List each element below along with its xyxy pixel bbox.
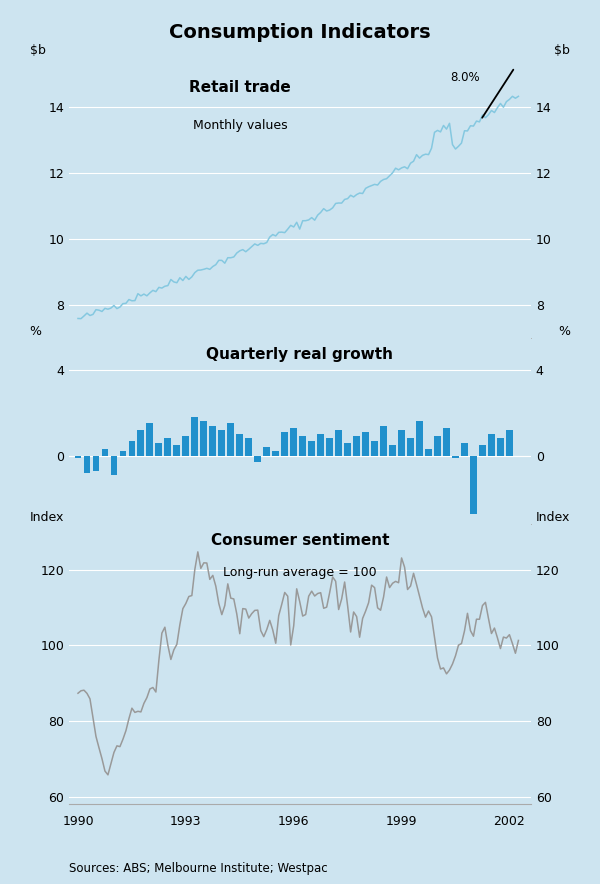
Bar bbox=[137, 430, 145, 455]
Text: Sources: ABS; Melbourne Institute; Westpac: Sources: ABS; Melbourne Institute; Westp… bbox=[69, 862, 328, 875]
Text: %: % bbox=[30, 324, 42, 338]
Bar bbox=[479, 445, 486, 455]
Bar bbox=[425, 449, 432, 455]
Bar bbox=[488, 434, 495, 455]
Bar bbox=[353, 437, 360, 455]
Bar bbox=[200, 422, 207, 455]
Bar bbox=[155, 443, 162, 455]
Bar bbox=[335, 430, 342, 455]
Bar bbox=[263, 447, 270, 455]
Bar bbox=[281, 432, 288, 455]
Bar bbox=[344, 443, 351, 455]
Bar bbox=[227, 423, 234, 455]
Bar bbox=[254, 455, 261, 462]
Bar bbox=[92, 455, 100, 470]
Bar bbox=[299, 437, 306, 455]
Text: %: % bbox=[558, 324, 570, 338]
Bar bbox=[119, 452, 127, 455]
Bar bbox=[218, 430, 225, 455]
Bar bbox=[272, 452, 279, 455]
Bar bbox=[173, 445, 180, 455]
Bar bbox=[110, 455, 118, 475]
Text: Index: Index bbox=[30, 511, 64, 524]
Text: Monthly values: Monthly values bbox=[193, 119, 287, 132]
Text: $b: $b bbox=[30, 44, 46, 57]
Text: Consumer sentiment: Consumer sentiment bbox=[211, 533, 389, 548]
Bar bbox=[164, 438, 171, 455]
Bar bbox=[452, 455, 459, 458]
Bar bbox=[146, 423, 154, 455]
Bar bbox=[470, 455, 477, 514]
Bar bbox=[362, 432, 369, 455]
Bar bbox=[326, 438, 333, 455]
Bar bbox=[371, 440, 378, 455]
Bar bbox=[101, 449, 109, 455]
Bar bbox=[398, 430, 405, 455]
Bar bbox=[128, 440, 136, 455]
Bar bbox=[308, 440, 315, 455]
Text: 8.0%: 8.0% bbox=[450, 71, 480, 83]
Text: Consumption Indicators: Consumption Indicators bbox=[169, 23, 431, 42]
Text: Quarterly real growth: Quarterly real growth bbox=[206, 347, 394, 362]
Text: Long-run average = 100: Long-run average = 100 bbox=[223, 567, 377, 579]
Text: Retail trade: Retail trade bbox=[189, 80, 291, 95]
Bar bbox=[389, 445, 396, 455]
Bar bbox=[209, 425, 216, 455]
Bar bbox=[407, 438, 414, 455]
Bar bbox=[290, 428, 297, 455]
Bar bbox=[245, 438, 252, 455]
Bar bbox=[191, 417, 198, 455]
Bar bbox=[236, 434, 243, 455]
Bar bbox=[83, 455, 91, 473]
Bar bbox=[182, 437, 189, 455]
Bar bbox=[380, 425, 387, 455]
Bar bbox=[506, 430, 513, 455]
Bar bbox=[443, 428, 450, 455]
Text: Index: Index bbox=[536, 511, 570, 524]
Bar bbox=[317, 434, 324, 455]
Text: $b: $b bbox=[554, 44, 570, 57]
Bar bbox=[497, 438, 504, 455]
Bar bbox=[74, 455, 82, 458]
Bar bbox=[461, 443, 468, 455]
Bar bbox=[416, 422, 423, 455]
Bar bbox=[434, 437, 441, 455]
